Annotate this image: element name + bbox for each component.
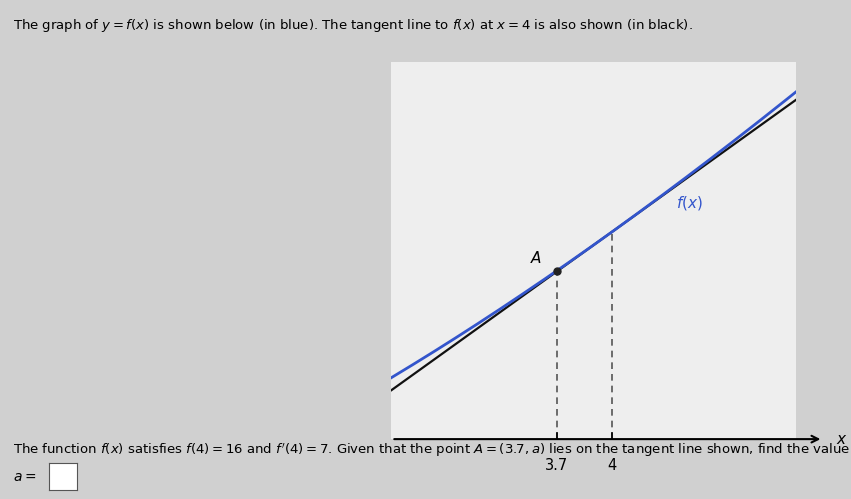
Text: The function $f(x)$ satisfies $f(4) = 16$ and $f'(4) = 7$. Given that the point : The function $f(x)$ satisfies $f(4) = 16…: [13, 442, 851, 459]
Text: $a=$: $a=$: [13, 470, 36, 484]
Text: 3.7: 3.7: [545, 458, 568, 473]
Text: 4: 4: [608, 458, 617, 473]
Text: $A$: $A$: [530, 250, 542, 266]
Text: $f(x)$: $f(x)$: [677, 194, 703, 212]
Text: The graph of $y = f(x)$ is shown below (in blue). The tangent line to $f(x)$ at : The graph of $y = f(x)$ is shown below (…: [13, 17, 693, 34]
Text: $x$: $x$: [836, 432, 848, 447]
